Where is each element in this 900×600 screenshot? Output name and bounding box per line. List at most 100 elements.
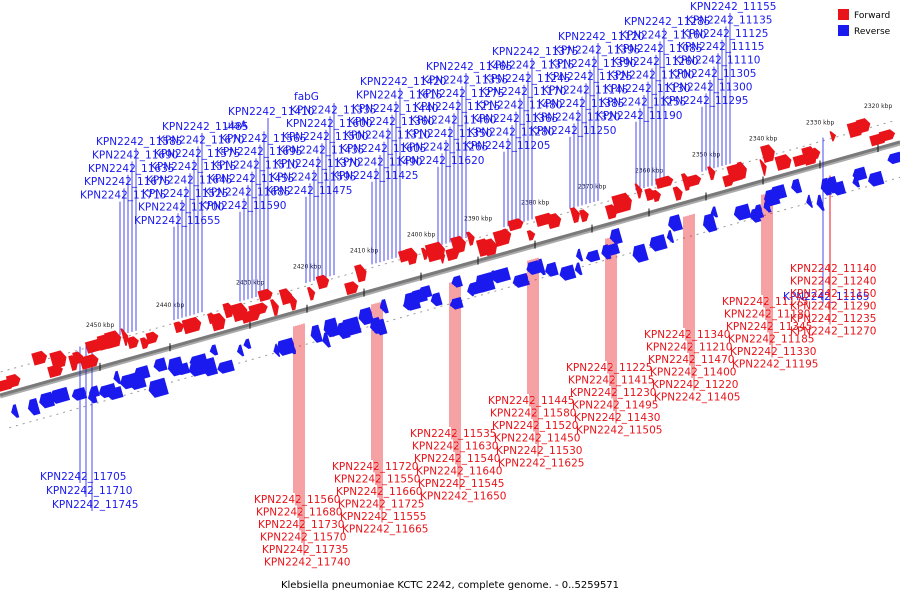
forward-gene-arrow (31, 350, 48, 366)
forward-gene-arrow (801, 146, 817, 166)
forward-gene-label: KPN2242_11530 (496, 445, 582, 457)
kbp-tick-label: 2410 kbp (350, 248, 378, 255)
reverse-gene-label: KPN2242_11590 (200, 200, 286, 212)
forward-gene-label: KPN2242_11570 (260, 532, 346, 544)
forward-gene-label: KPN2242_11210 (646, 342, 732, 354)
reverse-gene-label: KPN2242_11615 (356, 89, 442, 101)
reverse-leader-lines (79, 13, 824, 511)
forward-gene-label: KPN2242_11495 (572, 400, 658, 412)
reverse-gene-label: KPN2242_11565 (220, 133, 306, 145)
reverse-gene-arrow (243, 338, 252, 349)
reverse-gene-arrow (209, 344, 219, 356)
reverse-gene-label: KPN2242_11480 (476, 100, 562, 112)
forward-gene-arrow (546, 213, 562, 230)
kbp-tick-label: 2450 kbp (86, 322, 114, 329)
forward-gene-arrow (634, 183, 643, 199)
forward-gene-label: KPN2242_11220 (652, 379, 738, 391)
reverse-gene-arrow (820, 177, 832, 196)
kbp-tick-label: 2340 kbp (749, 136, 777, 143)
reverse-gene-label: KPN2242_11585 (96, 136, 182, 148)
reverse-gene-label: KPN2242_11315 (488, 59, 574, 71)
forward-gene-label: KPN2242_11740 (264, 557, 350, 569)
reverse-gene-arrow (604, 242, 621, 256)
reverse-gene-label: KPN2242_11370 (274, 158, 360, 170)
reverse-gene-arrow (585, 249, 601, 263)
forward-gene-arrow (5, 373, 21, 389)
reverse-gene-label: KPN2242_11635 (88, 163, 174, 175)
forward-gene-label: KPN2242_11185 (728, 334, 814, 346)
reverse-gene-label: KPN2242_11215 (414, 101, 500, 113)
reverse-gene-label: KPN2242_11510 (212, 160, 298, 172)
forward-gene-arrow (120, 328, 129, 346)
reverse-gene-label: KPN2242_11685 (204, 186, 290, 198)
reverse-gene-label: KPN2242_11465 (426, 61, 512, 73)
reverse-gene-arrow (831, 180, 847, 196)
reverse-gene-label: KPN2242_11135 (686, 14, 772, 26)
kbp-tick-label: 2400 kbp (407, 232, 435, 239)
forward-gene-arrow (354, 264, 367, 283)
legend: Forward Reverse (838, 9, 891, 37)
forward-gene-label: KPN2242_11560 (254, 494, 340, 506)
reverse-gene-arrow (71, 386, 88, 401)
reverse-gene-label: KPN2242_11390 (550, 58, 636, 70)
forward-gene-arrow (126, 336, 139, 349)
reverse-gene-arrow (273, 343, 281, 357)
reverse-gene-arrow (559, 264, 577, 281)
forward-gene-arrow (672, 186, 683, 201)
reverse-gene-label: KPN2242_11320 (534, 111, 620, 123)
forward-gene-label: KPN2242_11430 (574, 412, 660, 424)
reverse-gene-label: KPN2242_11395 (554, 44, 640, 56)
reverse-gene-label: KPN2242_11145 (542, 85, 628, 97)
reverse-gene-arrow (710, 206, 719, 218)
forward-gene-label: KPN2242_11340 (644, 329, 730, 341)
reverse-gene-label: KPN2242_11410 (228, 106, 314, 118)
forward-gene-arrow (569, 207, 581, 224)
forward-gene-arrow (79, 353, 99, 370)
forward-gene-label: KPN2242_11270 (790, 326, 876, 338)
reverse-gene-arrow (575, 248, 584, 262)
reverse-gene-arrow (733, 203, 752, 221)
forward-gene-label: KPN2242_11405 (654, 392, 740, 404)
forward-gene-arrow (812, 147, 821, 160)
reverse-gene-label: KPN2242_11130 (604, 83, 690, 95)
reverse-gene-label: KPN2242_11675 (84, 176, 170, 188)
reverse-gene-label: KPN2242_11255 (600, 96, 686, 108)
forward-gene-arrow (49, 350, 67, 370)
reverse-gene-arrow (449, 296, 464, 310)
forward-gene-label: KPN2242_11550 (334, 474, 420, 486)
reverse-gene-label: fabG (294, 91, 319, 103)
reverse-gene-arrow (236, 344, 245, 357)
kbp-tick-label: 2380 kbp (521, 200, 549, 207)
kbp-tick-label: 2390 kbp (464, 216, 492, 223)
forward-gene-arrow (878, 129, 896, 143)
reverse-gene-label: KPN2242_11460 (410, 115, 496, 127)
forward-gene-label: KPN2242_11520 (492, 420, 578, 432)
reverse-gene-label: KPN2242_11700 (138, 201, 224, 213)
kbp-tick-label: 2370 kbp (578, 184, 606, 191)
forward-gene-label: KPN2242_11450 (494, 433, 580, 445)
reverse-gene-arrow (806, 194, 814, 208)
forward-gene-arrow (344, 281, 359, 296)
forward-gene-label: KPN2242_11470 (648, 354, 734, 366)
reverse-gene-label: KPN2242_11365 (472, 113, 558, 125)
forward-gene-arrow (287, 293, 297, 311)
forward-gene-label: KPN2242_11445 (488, 395, 574, 407)
reverse-gene-label: KPN2242_11655 (134, 215, 220, 227)
forward-gene-arrows (0, 118, 896, 393)
reverse-gene-label: KPN2242_11165 (783, 291, 869, 303)
reverse-gene-label: KPN2242_11475 (266, 185, 352, 197)
forward-gene-arrow (502, 228, 512, 243)
forward-gene-label: KPN2242_11555 (340, 511, 426, 523)
reverse-gene-label: KPN2242_11300 (666, 81, 752, 93)
forward-gene-label: KPN2242_11580 (490, 408, 576, 420)
kbp-tick-label: 2420 kbp (293, 264, 321, 271)
reverse-gene-arrow (763, 199, 772, 213)
forward-track-rail (0, 120, 895, 373)
forward-gene-label: KPN2242_11535 (410, 428, 496, 440)
reverse-gene-label: KPN2242_11250 (530, 125, 616, 137)
reverse-gene-arrow (512, 272, 530, 288)
reverse-gene-label: KPN2242_11595 (270, 171, 356, 183)
reverse-gene-labels: KPN2242_11155KPN2242_11135KPN2242_11125K… (40, 1, 869, 511)
reverse-gene-arrow (770, 184, 788, 200)
reverse-gene-label: KPN2242_11455 (208, 173, 294, 185)
